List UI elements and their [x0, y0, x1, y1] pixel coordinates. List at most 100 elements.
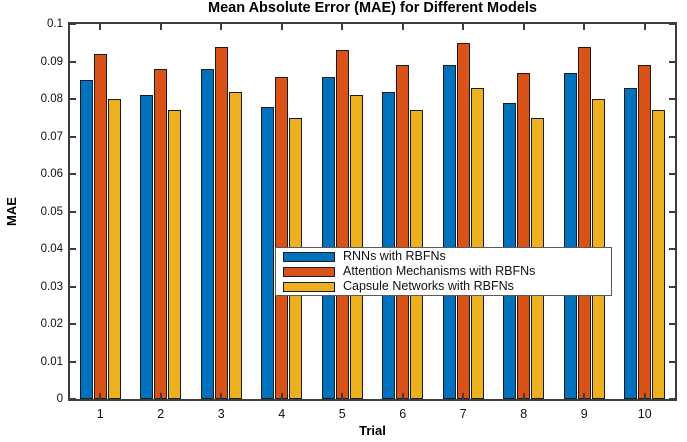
- x-tick-mark: [583, 393, 586, 399]
- bar-trial1-series2: [93, 54, 107, 399]
- x-tick-label: 6: [399, 407, 407, 421]
- x-tick-label: 9: [580, 407, 588, 421]
- x-tick-mark: [99, 24, 102, 30]
- bar-trial9-series1: [563, 72, 577, 399]
- legend-label: Capsule Networks with RBFNs: [343, 279, 514, 293]
- x-tick-mark: [462, 393, 465, 399]
- legend-swatch-icon: [283, 281, 335, 292]
- bar-trial4-series1: [261, 106, 275, 399]
- y-tick-label: 0.09: [40, 55, 63, 68]
- y-tick-mark: [70, 60, 76, 63]
- y-tick-label: 0: [56, 393, 63, 405]
- y-tick-mark: [70, 323, 76, 325]
- y-tick-label: 0.06: [40, 168, 63, 180]
- y-tick-mark: [669, 60, 675, 63]
- x-tick-mark: [159, 393, 162, 399]
- legend-entry-1: RNNs with RBFNs: [283, 249, 611, 264]
- bar-trial10-series1: [624, 87, 638, 399]
- x-axis-label: Trial: [359, 423, 386, 438]
- legend-label: RNNs with RBFNs: [343, 249, 446, 263]
- x-tick-mark: [583, 24, 586, 30]
- y-tick-mark: [669, 210, 675, 213]
- bar-trial6-series1: [382, 91, 396, 399]
- legend-entry-2: Attention Mechanisms with RBFNs: [283, 264, 611, 279]
- x-tick-label: 5: [338, 407, 346, 421]
- bar-trial7-series2: [456, 42, 470, 399]
- bar-trial3-series2: [214, 46, 228, 399]
- legend-label: Attention Mechanisms with RBFNs: [343, 264, 536, 278]
- bar-trial2-series2: [154, 69, 168, 399]
- x-tick-label: 3: [217, 407, 225, 421]
- y-tick-mark: [70, 248, 76, 250]
- bar-trial10-series3: [652, 110, 666, 399]
- y-tick-label: 0.03: [40, 280, 63, 293]
- y-tick-mark: [669, 398, 675, 400]
- y-tick-mark: [669, 323, 675, 325]
- x-tick-mark: [341, 24, 344, 30]
- bar-trial5-series1: [321, 76, 335, 399]
- y-tick-mark: [669, 248, 675, 250]
- y-tick-mark: [669, 360, 675, 363]
- legend-swatch-icon: [283, 266, 335, 277]
- x-tick-mark: [522, 24, 525, 30]
- y-tick-mark: [669, 23, 675, 25]
- x-tick-mark: [280, 393, 283, 399]
- axes-box: RNNs with RBFNs Attention Mechanisms with…: [68, 22, 677, 401]
- x-tick-label: 2: [157, 407, 165, 421]
- y-tick-label: 0.01: [40, 355, 63, 368]
- x-tick-mark: [99, 393, 102, 399]
- y-tick-mark: [70, 360, 76, 363]
- legend-entry-3: Capsule Networks with RBFNs: [283, 279, 611, 294]
- bar-trial2-series3: [168, 110, 182, 399]
- x-tick-mark: [220, 24, 223, 30]
- x-tick-mark: [643, 393, 646, 399]
- y-tick-mark: [70, 285, 76, 288]
- bar-trial1-series3: [107, 99, 121, 399]
- x-tick-mark: [643, 24, 646, 30]
- x-tick-mark: [462, 24, 465, 30]
- x-tick-label: 1: [96, 407, 104, 421]
- y-tick-mark: [70, 23, 76, 25]
- bar-trial1-series1: [79, 80, 93, 399]
- y-tick-mark: [669, 98, 675, 100]
- y-tick-mark: [70, 210, 76, 213]
- y-tick-label: 0.1: [47, 18, 63, 30]
- y-tick-mark: [669, 135, 675, 138]
- bar-trial10-series2: [638, 65, 652, 399]
- y-axis-label: MAE: [4, 197, 19, 226]
- x-tick-mark: [159, 24, 162, 30]
- y-tick-mark: [669, 285, 675, 288]
- bar-trial9-series2: [577, 46, 591, 399]
- x-tick-label: 10: [637, 407, 652, 421]
- x-tick-mark: [522, 393, 525, 399]
- y-tick-label: 0.07: [40, 130, 63, 143]
- bar-trial4-series2: [275, 76, 289, 399]
- x-tick-label: 7: [459, 407, 467, 421]
- bar-trial5-series2: [335, 50, 349, 399]
- bar-trial2-series1: [140, 95, 154, 399]
- x-tick-label: 4: [278, 407, 286, 421]
- bar-trial3-series3: [228, 91, 242, 399]
- x-tick-mark: [401, 24, 404, 30]
- bar-trial8-series2: [517, 72, 531, 399]
- chart-title: Mean Absolute Error (MAE) for Different …: [208, 0, 537, 16]
- bar-trial6-series2: [396, 65, 410, 399]
- x-tick-label: 8: [520, 407, 528, 421]
- y-tick-mark: [669, 173, 675, 175]
- plot-area: [70, 23, 675, 400]
- x-tick-mark: [280, 24, 283, 30]
- bar-trial3-series1: [200, 69, 214, 399]
- y-tick-label: 0.02: [40, 318, 63, 330]
- x-tick-mark: [220, 393, 223, 399]
- legend-swatch-icon: [283, 251, 335, 262]
- y-tick-mark: [70, 398, 76, 400]
- y-tick-label: 0.05: [40, 205, 63, 218]
- x-tick-mark: [341, 393, 344, 399]
- x-tick-mark: [401, 393, 404, 399]
- bar-trial7-series1: [442, 65, 456, 399]
- bar-trial7-series3: [470, 87, 484, 399]
- y-tick-label: 0.04: [40, 243, 63, 255]
- y-tick-mark: [70, 135, 76, 138]
- y-tick-mark: [70, 98, 76, 100]
